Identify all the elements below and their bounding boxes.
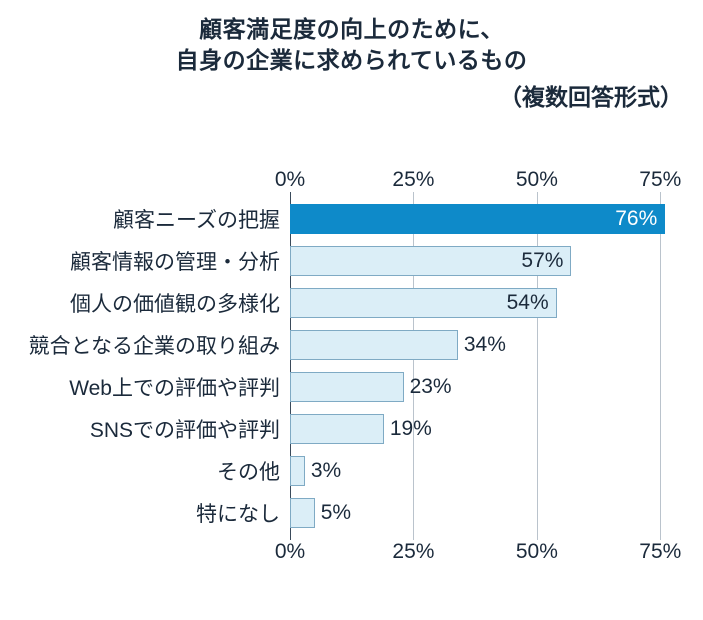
gridline (537, 192, 538, 540)
title-line-1: 顧客満足度の向上のために、 (0, 14, 703, 45)
bar (290, 330, 458, 360)
bar (290, 372, 404, 402)
bar (290, 498, 315, 528)
axis-tick-label: 0% (275, 540, 305, 564)
bar-row: 特になし5% (290, 498, 685, 528)
bar-row: 競合となる企業の取り組み34% (290, 330, 685, 360)
bar-chart: 0%25%50%75% 顧客ニーズの把握76%顧客情報の管理・分析57%個人の価… (290, 192, 685, 540)
chart-title: 顧客満足度の向上のために、 自身の企業に求められているもの (0, 0, 703, 76)
bar-value-label: 23% (410, 375, 452, 399)
bar-row: その他3% (290, 456, 685, 486)
gridline (413, 192, 414, 540)
bar-value-label: 76% (615, 207, 657, 231)
category-label: 顧客ニーズの把握 (113, 204, 290, 234)
bar-value-label: 34% (464, 333, 506, 357)
plot-area: 顧客ニーズの把握76% 顧客情報の管理・分析57% 個人の価値観の多様化54% 競合と… (290, 192, 685, 540)
chart-subtitle: （複数回答形式） (0, 78, 703, 112)
bar-row: Web上での評価や評判23% (290, 372, 685, 402)
y-axis-line (290, 192, 291, 540)
bar (290, 414, 384, 444)
axis-tick-label: 75% (639, 540, 681, 564)
x-axis-top: 0%25%50%75% (290, 162, 685, 192)
category-label: Web上での評価や評判 (69, 372, 290, 402)
bar-value-label: 5% (321, 501, 351, 525)
x-axis-bottom: 0%25%50%75% (290, 540, 685, 570)
bar-row: SNSでの評価や評判19% (290, 414, 685, 444)
title-line-2: 自身の企業に求められているもの (0, 45, 703, 76)
axis-tick-label: 25% (392, 168, 434, 192)
category-label: 競合となる企業の取り組み (29, 330, 290, 360)
bar-value-label: 57% (521, 249, 563, 273)
axis-tick-label: 0% (275, 168, 305, 192)
category-label: 個人の価値観の多様化 (70, 288, 290, 318)
bar-value-label: 3% (311, 459, 341, 483)
bar-row: 顧客ニーズの把握76% (290, 204, 685, 234)
category-label: SNSでの評価や評判 (90, 414, 290, 444)
bar-highlight (290, 204, 665, 234)
gridline (660, 192, 661, 540)
axis-tick-label: 50% (516, 168, 558, 192)
axis-tick-label: 50% (516, 540, 558, 564)
bar (290, 456, 305, 486)
bar-value-label: 19% (390, 417, 432, 441)
axis-tick-label: 75% (639, 168, 681, 192)
bar-row: 個人の価値観の多様化54% (290, 288, 685, 318)
category-label: 特になし (196, 498, 290, 528)
category-label: その他 (217, 456, 290, 486)
bar-value-label: 54% (507, 291, 549, 315)
axis-tick-label: 25% (392, 540, 434, 564)
bar-row: 顧客情報の管理・分析57% (290, 246, 685, 276)
category-label: 顧客情報の管理・分析 (70, 246, 290, 276)
